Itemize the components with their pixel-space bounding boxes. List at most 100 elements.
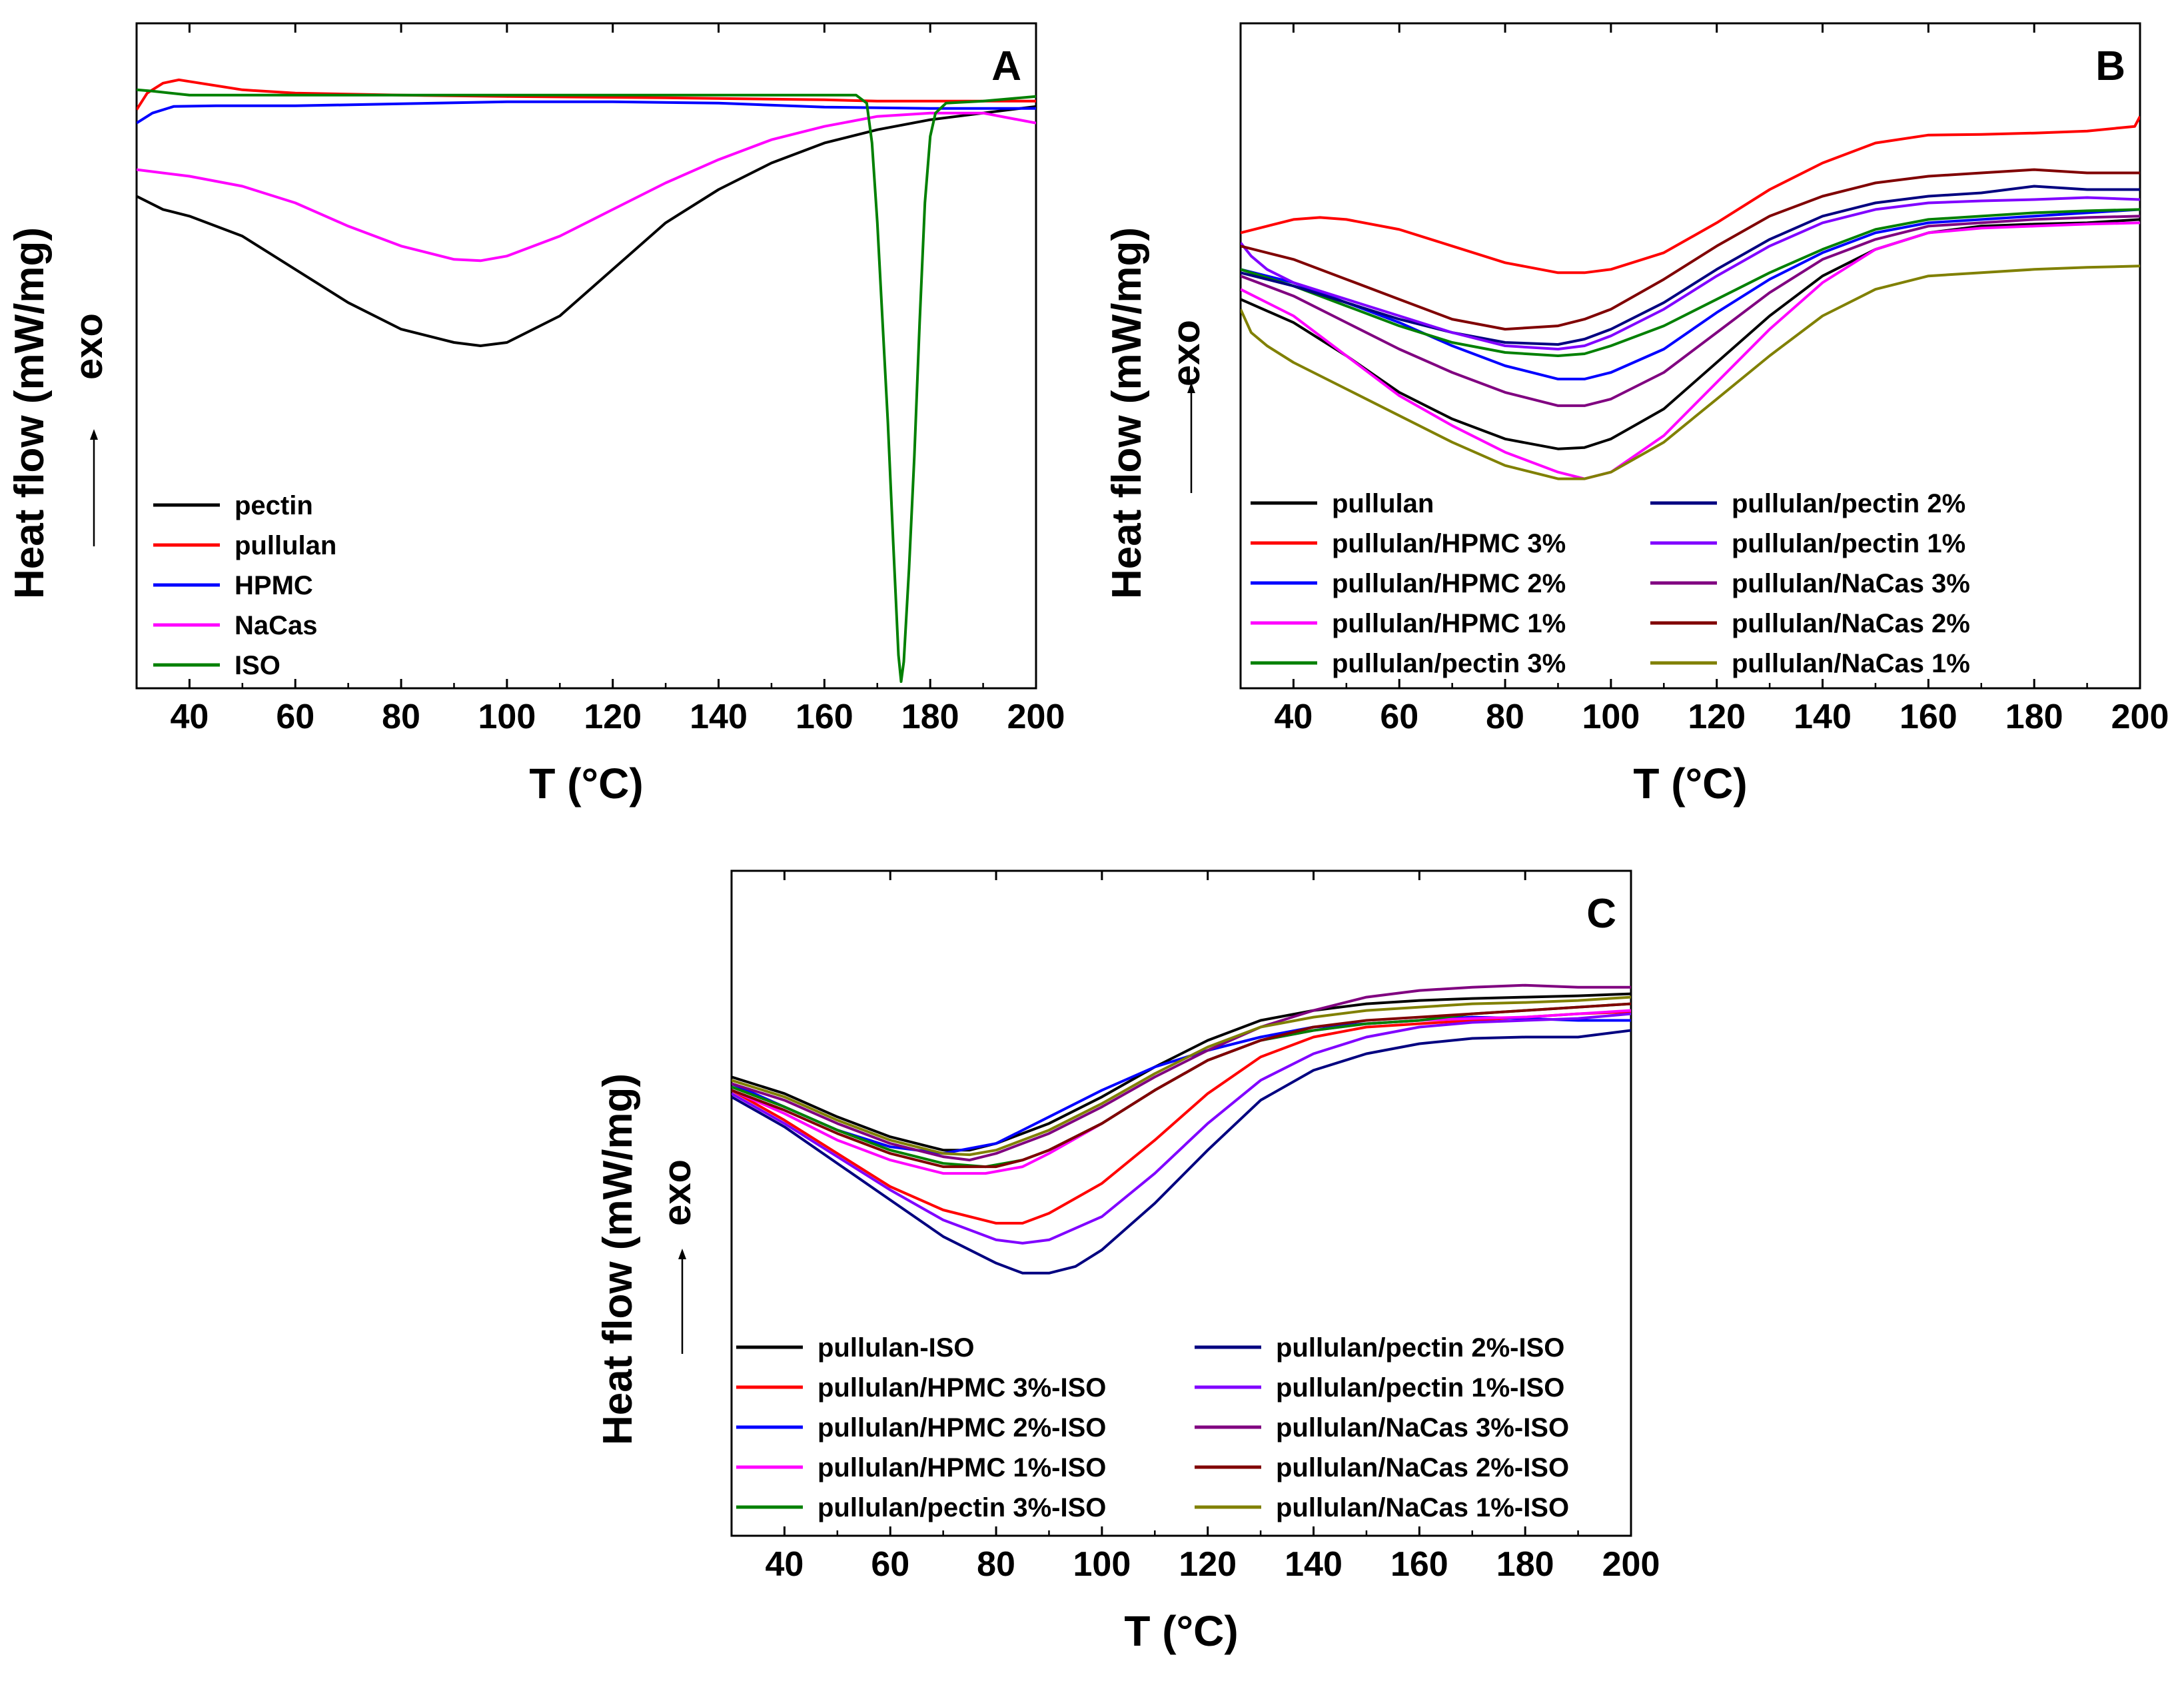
legend-entry: pullulan/NaCas 3% [1732, 569, 1970, 598]
legend-entry: pullulan/NaCas 2% [1732, 609, 1970, 638]
legend-entry: pullulan/pectin 1% [1732, 529, 1965, 558]
x-tick-label: 180 [2005, 698, 2063, 736]
x-tick-label: 160 [1900, 698, 1957, 736]
x-tick-label: 100 [1073, 1545, 1131, 1584]
x-tick-label: 80 [1486, 698, 1524, 736]
plot-frame [1239, 22, 2141, 690]
exo-annotation: exo [1165, 320, 1208, 386]
exo-arrow-head-icon [678, 1249, 686, 1259]
series-line-pectin [137, 105, 1036, 347]
legend-entry: pullulan/pectin 3%-ISO [818, 1493, 1106, 1522]
legend-entry: pullulan/NaCas 3%-ISO [1276, 1413, 1569, 1442]
legend-entry: pullulan/HPMC 3% [1332, 529, 1566, 558]
x-axis-label: T (°C) [529, 760, 643, 808]
x-tick-label: 160 [796, 698, 853, 736]
series-line-pullulan-hpmc-3-iso [732, 1010, 1631, 1225]
y-axis-label: Heat flow (mW/mg) [7, 227, 53, 599]
series-line-hpmc [137, 100, 1036, 125]
series-line-pullulan-pectin-3-iso [732, 1002, 1631, 1169]
panel-C: 40 60 80 100 120 140 160 180 200 T (°C) Heat flow … [595, 869, 1660, 1655]
legend-entry: pullulan/HPMC 3%-ISO [818, 1373, 1106, 1403]
panel-B: 40 60 80 100 120 140 160 180 200 T (°C) Heat flow … [1104, 22, 2169, 808]
x-tick-label: 120 [584, 698, 642, 736]
x-tick-label: 80 [382, 698, 420, 736]
series-line-pullulan-nacas-3-iso [732, 983, 1631, 1162]
series-line-pullulan-nacas-1-iso [732, 995, 1631, 1157]
legend-entry: NaCas [235, 611, 318, 640]
series-line-pullulan-pectin-2- [1241, 185, 2140, 346]
x-tick-label: 120 [1688, 698, 1746, 736]
series-line-pullulan-nacas-2- [1241, 168, 2140, 331]
plot-frame [135, 22, 1037, 690]
x-tick-label: 200 [1602, 1545, 1660, 1584]
legend-entry: pullulan-ISO [818, 1333, 975, 1363]
series-group [1241, 115, 2140, 480]
x-tick-label: 140 [1794, 698, 1852, 736]
legend-entry: pectin [235, 491, 313, 520]
exo-arrow-head-icon [90, 429, 98, 440]
series-group [732, 983, 1631, 1275]
legend: pectin pullulan HPMC NaCas ISO [153, 491, 336, 680]
series-line-pullulan [1241, 218, 2140, 450]
series-line-pullulan-nacas-3- [1241, 215, 2140, 407]
series-line-pullulan-nacas-1- [1241, 265, 2140, 480]
series-line-pullulan-pectin-2-iso [732, 1029, 1631, 1275]
y-axis-label: Heat flow (mW/mg) [595, 1073, 641, 1445]
panel-label: B [2095, 43, 2125, 89]
legend: pullulan pullulan/HPMC 3% pullulan/HPMC 2%… [1251, 489, 1970, 678]
series-line-pullulan-pectin-1- [1241, 196, 2140, 350]
legend-entry: pullulan/pectin 1%-ISO [1276, 1373, 1564, 1403]
series-line-pullulan-pectin-1-iso [732, 1012, 1631, 1245]
series-line-pullulan-hpmc-2- [1241, 208, 2140, 380]
legend-entry: pullulan/HPMC 2%-ISO [818, 1413, 1106, 1442]
x-tick-label: 200 [2111, 698, 2169, 736]
legend-entry: pullulan/HPMC 1%-ISO [818, 1453, 1106, 1482]
x-axis-label: T (°C) [1633, 760, 1747, 808]
x-tick-label: 140 [1285, 1545, 1343, 1584]
legend-entry: pullulan/HPMC 2% [1332, 569, 1566, 598]
series-line-pullulan-hpmc-3- [1241, 115, 2140, 275]
legend-entry: pullulan/HPMC 1% [1332, 609, 1566, 638]
x-tick-label: 60 [871, 1545, 909, 1584]
x-tick-label: 160 [1390, 1545, 1448, 1584]
legend-entry: pullulan/pectin 3% [1332, 649, 1566, 678]
legend-entry: ISO [235, 651, 280, 680]
exo-annotation: exo [656, 1159, 699, 1226]
plot-frame [730, 869, 1632, 1537]
x-tick-label: 40 [1274, 698, 1313, 736]
x-tick-label: 200 [1007, 698, 1065, 736]
legend-entry: HPMC [235, 571, 313, 600]
x-tick-label: 40 [170, 698, 209, 736]
y-axis-label: Heat flow (mW/mg) [1104, 227, 1150, 599]
legend-entry: pullulan/pectin 2%-ISO [1276, 1333, 1564, 1363]
legend: pullulan-ISO pullulan/HPMC 3%-ISO pullulan… [736, 1333, 1569, 1522]
panel-label: A [991, 43, 1021, 89]
legend-entry: pullulan/pectin 2% [1732, 489, 1965, 518]
x-tick-label: 80 [977, 1545, 1015, 1584]
x-tick-label: 100 [1582, 698, 1640, 736]
x-tick-label: 60 [1380, 698, 1418, 736]
exo-annotation: exo [67, 313, 111, 380]
panel-A: 40 60 80 100 120 140 160 180 200 T (°C) Heat flow … [7, 22, 1065, 808]
legend-entry: pullulan/NaCas 1%-ISO [1276, 1493, 1569, 1522]
x-axis-label: T (°C) [1124, 1607, 1238, 1655]
x-tick-label: 180 [1496, 1545, 1554, 1584]
x-tick-label: 140 [690, 698, 748, 736]
x-tick-label: 40 [765, 1545, 804, 1584]
legend-entry: pullulan/NaCas 1% [1732, 649, 1970, 678]
x-tick-label: 120 [1179, 1545, 1237, 1584]
legend-entry: pullulan/NaCas 2%-ISO [1276, 1453, 1569, 1482]
x-tick-label: 60 [276, 698, 314, 736]
series-line-nacas [137, 111, 1036, 263]
exo-arrow-head-icon [1187, 382, 1195, 393]
series-group [137, 78, 1036, 683]
legend-entry: pullulan [235, 531, 336, 560]
series-line-pullulan-nacas-2-iso [732, 1002, 1631, 1169]
series-line-iso [137, 88, 1036, 683]
x-tick-label: 100 [478, 698, 536, 736]
series-line-pullulan-pectin-3- [1241, 208, 2140, 357]
series-line-pullulan-hpmc-1- [1241, 221, 2140, 480]
legend-entry: pullulan [1332, 489, 1434, 518]
panel-label: C [1586, 891, 1616, 937]
